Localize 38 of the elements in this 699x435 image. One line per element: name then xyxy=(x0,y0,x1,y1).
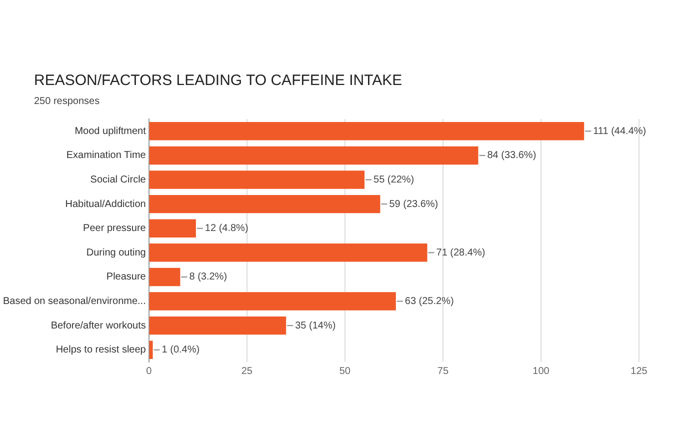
bar xyxy=(149,122,584,140)
data-label: 84 (33.6%) xyxy=(487,150,536,162)
y-tick-label: Based on seasonal/environme... xyxy=(2,296,146,307)
data-label: 35 (14%) xyxy=(295,320,336,332)
y-tick-label: During outing xyxy=(86,247,146,258)
y-tick-label: Examination Time xyxy=(66,150,146,162)
bar xyxy=(149,244,428,262)
data-label: 63 (25.2%) xyxy=(404,296,454,307)
data-label: 12 (4.8%) xyxy=(204,223,248,234)
data-label: 1 (0.4%) xyxy=(162,344,200,356)
x-tick-label: 50 xyxy=(339,366,351,377)
data-label: 71 (28.4%) xyxy=(436,247,486,258)
data-label: 8 (3.2%) xyxy=(189,272,228,283)
y-tick-label: Social Circle xyxy=(90,174,146,186)
bar xyxy=(149,316,286,335)
data-label: 111 (44.4%) xyxy=(593,126,646,137)
chart-title: REASON/FACTORS LEADING TO CAFFEINE INTAKE xyxy=(34,72,402,89)
text: 250 responses xyxy=(34,96,100,107)
x-tick-label: 0 xyxy=(146,366,152,377)
bar xyxy=(149,170,365,189)
y-tick-label: Helps to resist sleep xyxy=(56,344,146,356)
y-tick-label: Peer pressure xyxy=(83,223,146,234)
x-tick-label: 125 xyxy=(630,366,648,377)
x-tick-label: 75 xyxy=(437,366,449,377)
bar xyxy=(149,146,478,165)
bar xyxy=(149,340,153,359)
data-label: 55 (22%) xyxy=(374,174,414,186)
data-label: 59 (23.6%) xyxy=(389,198,438,210)
bar xyxy=(149,219,196,238)
x-tick-label: 25 xyxy=(241,366,253,377)
bar xyxy=(149,268,180,286)
bar xyxy=(149,194,380,214)
y-tick-label: Before/after workouts xyxy=(50,320,146,332)
y-tick-label: Mood upliftment xyxy=(74,126,146,137)
bar xyxy=(149,292,396,310)
y-tick-label: Pleasure xyxy=(106,272,146,283)
y-tick-label: Habitual/Addiction xyxy=(65,198,146,210)
x-tick-label: 100 xyxy=(532,366,550,377)
